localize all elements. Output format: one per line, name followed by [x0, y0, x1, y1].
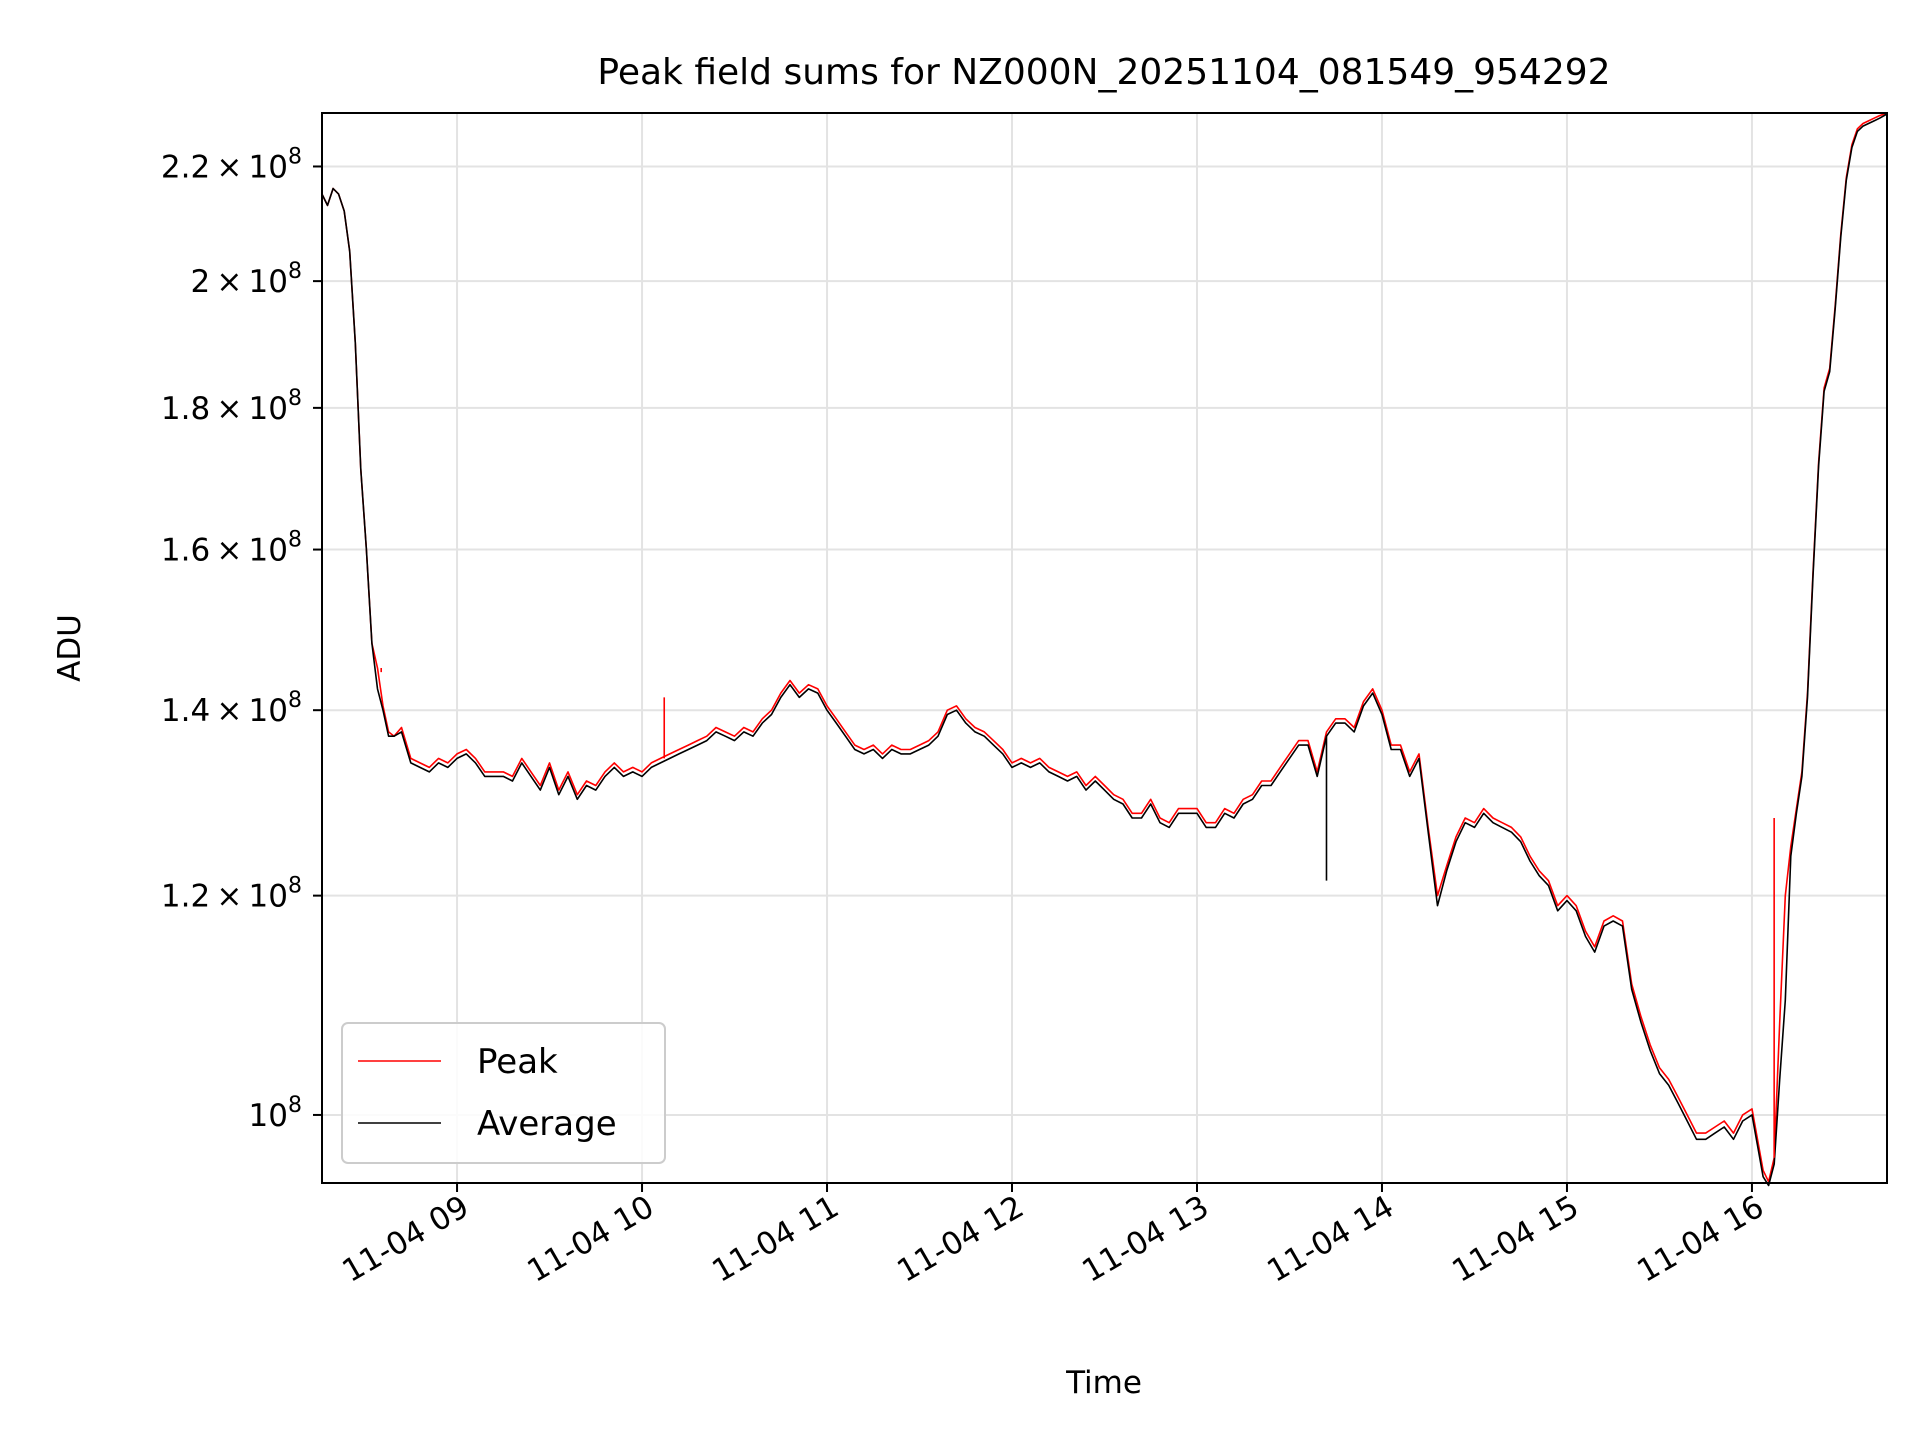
legend: Peak Average	[341, 1022, 666, 1164]
y-tick-label: 1.6 × 108	[161, 528, 302, 569]
legend-box	[341, 1022, 666, 1164]
series-line-average	[321, 113, 1888, 1187]
x-tick-label: 11-04 11	[706, 1189, 845, 1290]
x-tick-label: 11-04 15	[1446, 1189, 1585, 1290]
legend-label-average: Average	[477, 1104, 617, 1144]
y-tick-label: 108	[249, 1093, 302, 1134]
x-axis-label: Time	[1065, 1365, 1142, 1401]
x-tick-label: 11-04 09	[336, 1189, 475, 1290]
y-tick-label: 2.2 × 108	[161, 144, 302, 185]
x-axis-ticks: 11-04 09 11-04 10 11-04 11 11-04 12 11-04 13…	[336, 1183, 1770, 1290]
y-axis-label: ADU	[52, 614, 88, 682]
x-tick-label: 11-04 13	[1076, 1189, 1215, 1290]
y-tick-label: 2 × 108	[190, 259, 302, 300]
x-gridlines	[456, 113, 1753, 1183]
series-line-peak	[321, 112, 1888, 1183]
legend-label-peak: Peak	[477, 1042, 558, 1082]
y-tick-label: 1.4 × 108	[161, 688, 302, 729]
y-tick-label: 1.2 × 108	[161, 874, 302, 915]
y-gridlines	[322, 165, 1887, 1116]
y-axis-ticks: 108 1.2 × 108 1.4 × 108 1.6 × 108 1.8 × 108 2…	[161, 144, 322, 1134]
plot-frame	[321, 112, 1888, 1184]
x-tick-label: 11-04 10	[521, 1189, 660, 1290]
chart-title: Peak field sums for NZ000N_20251104_0815…	[597, 52, 1610, 93]
x-tick-label: 11-04 12	[891, 1189, 1030, 1290]
y-tick-label: 1.8 × 108	[161, 386, 302, 427]
x-tick-label: 11-04 14	[1261, 1189, 1400, 1290]
x-tick-label: 11-04 16	[1631, 1189, 1770, 1290]
series-layer	[321, 112, 1888, 1187]
